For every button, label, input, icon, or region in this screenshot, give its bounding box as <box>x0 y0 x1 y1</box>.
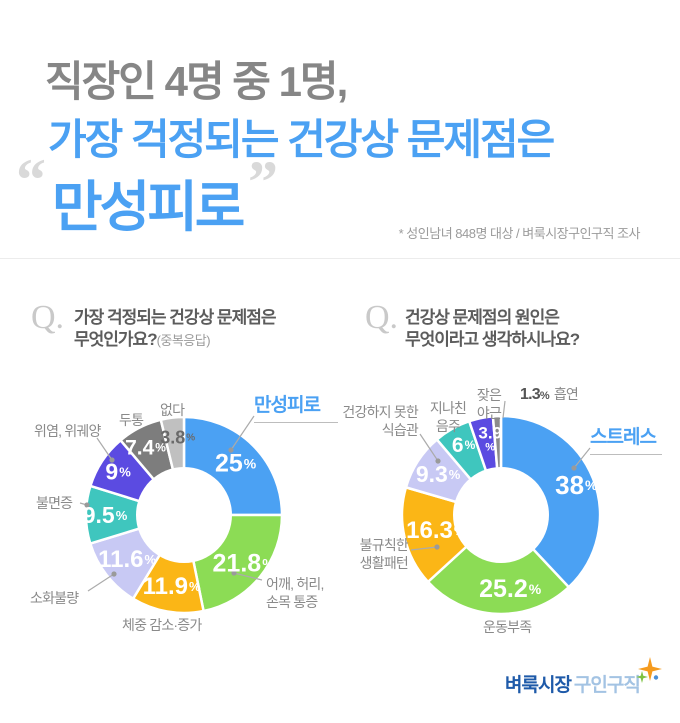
slice-percent-label: 3.8% <box>160 428 195 448</box>
slice-percent-label: 6% <box>452 433 476 456</box>
label-unhealthy-diet: 건강하지 못한 식습관 <box>342 404 418 438</box>
leader-line <box>230 415 255 451</box>
q-mark-left: Q. <box>31 299 65 336</box>
leader-dot <box>434 544 440 550</box>
smoking-unit: % <box>539 390 550 402</box>
leader-line <box>573 447 591 469</box>
logo-text-secondary: 구인구직 <box>573 675 641 696</box>
slice-percent-label: 11.6% <box>98 546 156 573</box>
leader-dot <box>228 447 234 453</box>
open-quote-icon: “ <box>16 147 46 213</box>
leader-dot <box>231 570 237 576</box>
slice-percent-label: 9.3% <box>416 461 461 487</box>
leader-dot <box>111 571 117 577</box>
leader-dot <box>435 458 441 464</box>
slice-percent-label: 25% <box>215 449 257 477</box>
label-smoking: 1.3% 흡연 <box>520 385 579 405</box>
donut-hole <box>453 467 549 563</box>
slice-percent-label: 3.9% <box>478 423 502 454</box>
callout-label-stress: 스트레스 <box>590 422 662 455</box>
slice-percent-label: 21.8% <box>213 550 276 578</box>
label-shoulder-back-wrist-pain: 어깨, 허리, 손목 통증 <box>266 576 324 610</box>
sparkle-icon <box>636 657 662 683</box>
header-divider <box>0 258 680 259</box>
label-frequent-overtime: 잦은 야근 <box>476 387 502 421</box>
label-insomnia: 불면증 <box>36 495 73 511</box>
label-headache: 두통 <box>119 412 144 428</box>
slice-percent-label: 16.3% <box>406 517 466 544</box>
label-none: 없다 <box>160 402 185 418</box>
close-quote-icon: ” <box>248 149 278 215</box>
leader-line <box>419 433 439 462</box>
label-lack-of-exercise: 운동부족 <box>483 619 532 635</box>
callout-label-chronic-fatigue: 만성피로 <box>254 390 338 423</box>
question-right-line2: 무엇이라고 생각하시나요? <box>405 330 580 349</box>
label-indigestion: 소화불량 <box>30 590 79 606</box>
slice-percent-label: 7.4% <box>125 436 166 459</box>
leader-line <box>233 572 263 581</box>
title-line3-highlight: 만성피로 <box>52 176 245 238</box>
leader-dot <box>571 465 577 471</box>
chart-panel-health-problems: 25% 21.8% 11.9% 11.6% 9.5% 9% 7.4% 3.8% 만성피로 없다… <box>0 370 340 670</box>
slice-percent-label: 9% <box>105 458 131 484</box>
slice-percent-label: 9.5% <box>83 502 128 528</box>
smoking-value: 1.3 <box>520 386 541 403</box>
slice-percent-label: 25.2% <box>479 575 542 603</box>
donut-chart-health-causes: 38% 25.2% 16.3% 9.3% 6%3.9% <box>400 400 602 616</box>
label-irregular-lifestyle: 불규칙한 생활패턴 <box>359 537 409 571</box>
logo-text-primary: 벼룩시장 <box>505 675 572 696</box>
question-right-line1: 건강상 문제점의 원인은 <box>405 308 560 327</box>
donut-chart-health-problems: 25% 21.8% 11.9%11.6% 9.5% 9%7.4%3.8% <box>79 415 284 615</box>
leader-dot <box>84 502 90 508</box>
q-mark-right: Q. <box>365 299 399 336</box>
label-weight-change: 체중 감소·증가 <box>122 617 202 633</box>
leader-line <box>87 573 115 592</box>
pie-slice <box>426 513 571 616</box>
question-left-line1: 가장 걱정되는 건강상 문제점은 <box>74 308 276 327</box>
pie-slice <box>499 414 602 589</box>
source-note: * 성인남녀 848명 대상 / 벼룩시장구인구직 조사 <box>398 226 641 241</box>
leader-line <box>96 437 113 461</box>
leader-line <box>502 400 506 419</box>
donut-hole <box>136 467 232 563</box>
leader-line <box>410 546 438 551</box>
title-line2: 가장 걱정되는 건강상 문제점은 <box>48 116 555 163</box>
title-line1: 직장인 4명 중 1명, <box>45 58 348 105</box>
question-left: 가장 걱정되는 건강상 문제점은 무엇인가요?(중복응답) <box>74 307 276 352</box>
question-left-line2: 무엇인가요?(중복응답) <box>74 330 211 349</box>
question-left-note: (중복응답) <box>156 333 211 348</box>
logo-flea-market-jobs: 벼룩시장 구인구직 <box>505 657 662 697</box>
smoking-name: 흡연 <box>553 386 579 402</box>
slice-percent-label: 38% <box>555 470 598 500</box>
slice-percent-label: 11.9% <box>143 572 201 599</box>
chart-panel-health-causes: 38% 25.2% 16.3% 9.3% 6% 3.9% 스트레스 1.3% 흡연 잦은 야… <box>340 370 680 670</box>
question-right: 건강상 문제점의 원인은 무엇이라고 생각하시나요? <box>405 307 580 351</box>
label-gastritis-ulcer: 위염, 위궤양 <box>34 423 101 439</box>
leader-dot <box>109 457 115 463</box>
label-excessive-drinking: 지나친 음주 <box>429 400 467 434</box>
